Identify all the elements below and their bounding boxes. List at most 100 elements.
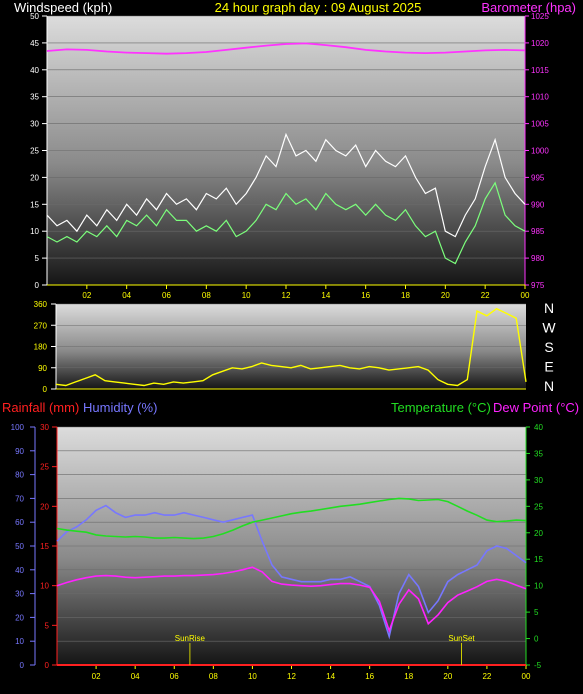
wind-y-tick-label: 10 [30,227,39,236]
barometer-tick-label: 980 [531,254,545,263]
wind-x-tick-label: 08 [202,291,211,300]
rainfall-label: Rainfall (mm) [2,400,79,415]
wind-gust-line [46,132,526,238]
wind-panel-series [46,42,526,265]
humidity-tick-label: 40 [15,566,24,575]
wind-y-tick-label: 5 [35,254,40,263]
wind-x-tick-label: 22 [481,291,490,300]
wind-x-tick-label: 18 [401,291,410,300]
barometer-label: Barometer (hpa) [481,0,576,15]
humidity-tick-label: 10 [15,637,24,646]
direction-y-tick-label: 180 [34,343,48,352]
dewpoint-line [56,566,527,633]
rainfall-tick-label: 30 [40,423,49,432]
wind-y-tick-label: 45 [30,39,39,48]
rht-x-tick-label: 10 [248,672,257,681]
chart-title: 24 hour graph day : 09 August 2025 [215,0,422,15]
rainfall-tick-label: 15 [40,542,49,551]
direction-panel-ticks: 0 90 180 270 360 [34,300,526,394]
temperature-tick-label: 25 [534,502,543,511]
barometer-tick-label: 1005 [531,120,549,129]
wind-y-tick-label: 0 [35,281,40,290]
direction-y-tick-label: 90 [38,364,47,373]
direction-y-tick-label: 270 [34,321,48,330]
temperature-tick-label: -5 [534,661,542,670]
temperature-line [56,497,527,540]
barometer-tick-label: 975 [531,281,545,290]
rht-x-tick-label: 14 [326,672,335,681]
wind-y-tick-label: 20 [30,173,39,182]
humidity-label: Humidity (%) [83,400,157,415]
direction-panel-series [55,307,527,387]
compass-label: E [544,359,553,375]
humidity-tick-label: 60 [15,518,24,527]
temperature-tick-label: 5 [534,608,539,617]
temperature-tick-label: 40 [534,423,543,432]
sun-annotations: SunRise SunSet [175,634,475,665]
sunrise-label: SunRise [175,634,206,643]
wind-y-tick-label: 30 [30,120,39,129]
direction-y-tick-label: 360 [34,300,48,309]
direction-y-tick-label: 0 [43,385,48,394]
temperature-tick-label: 20 [534,529,543,538]
rht-x-tick-label: 18 [404,672,413,681]
barometer-line [46,42,526,55]
wind-barometer-panel: 0510152025303540455097598098599099510001… [30,12,549,300]
wind-average-line [46,181,526,265]
humidity-tick-label: 100 [11,423,25,432]
rht-panel-series [56,497,527,666]
wind-y-tick-label: 15 [30,200,39,209]
wind-panel-ticks: 0510152025303540455097598098599099510001… [30,12,549,300]
rainfall-tick-label: 25 [40,463,49,472]
rht-x-tick-label: 22 [482,672,491,681]
temperature-tick-label: 0 [534,635,539,644]
humidity-line [56,504,527,640]
barometer-tick-label: 1020 [531,39,549,48]
sunset-label: SunSet [448,634,475,643]
wind-x-tick-label: 04 [122,291,131,300]
wind-y-tick-label: 50 [30,12,39,21]
windspeed-label: Windspeed (kph) [14,0,112,15]
barometer-tick-label: 995 [531,173,545,182]
barometer-tick-label: 1015 [531,66,549,75]
rht-x-tick-label: 20 [443,672,452,681]
wind-x-tick-label: 00 [521,291,530,300]
rht-x-tick-label: 08 [209,672,218,681]
humidity-tick-label: 50 [15,542,24,551]
rainfall-tick-label: 5 [45,621,50,630]
wind-y-tick-label: 25 [30,147,39,156]
rht-x-tick-label: 00 [522,672,531,681]
rht-x-tick-label: 12 [287,672,296,681]
humidity-tick-label: 0 [20,661,25,670]
wind-x-tick-label: 06 [162,291,171,300]
wind-x-tick-label: 10 [242,291,251,300]
temperature-label: Temperature (°C) [391,400,491,415]
humidity-tick-label: 20 [15,613,24,622]
wind-x-tick-label: 02 [82,291,91,300]
wind-x-tick-label: 12 [282,291,291,300]
temperature-tick-label: 35 [534,449,543,458]
temperature-tick-label: 10 [534,582,543,591]
rht-x-tick-label: 06 [170,672,179,681]
barometer-tick-label: 1010 [531,93,549,102]
wind-y-tick-label: 35 [30,93,39,102]
rain-humidity-temperature-panel: 0102030405060708090100051015202530-50510… [11,423,544,681]
barometer-tick-label: 1000 [531,147,549,156]
compass-label: N [544,300,554,316]
dewpoint-label: Dew Point (°C) [493,400,579,415]
rht-panel-grid [57,426,526,666]
wind-x-tick-label: 16 [361,291,370,300]
wind-y-tick-label: 40 [30,66,39,75]
temperature-tick-label: 30 [534,476,543,485]
wind-x-tick-label: 20 [441,291,450,300]
rht-x-tick-label: 02 [92,672,101,681]
compass-label: N [544,378,554,394]
humidity-tick-label: 80 [15,471,24,480]
barometer-tick-label: 990 [531,200,545,209]
rht-x-tick-label: 16 [365,672,374,681]
wind-x-tick-label: 14 [321,291,330,300]
temperature-tick-label: 15 [534,555,543,564]
